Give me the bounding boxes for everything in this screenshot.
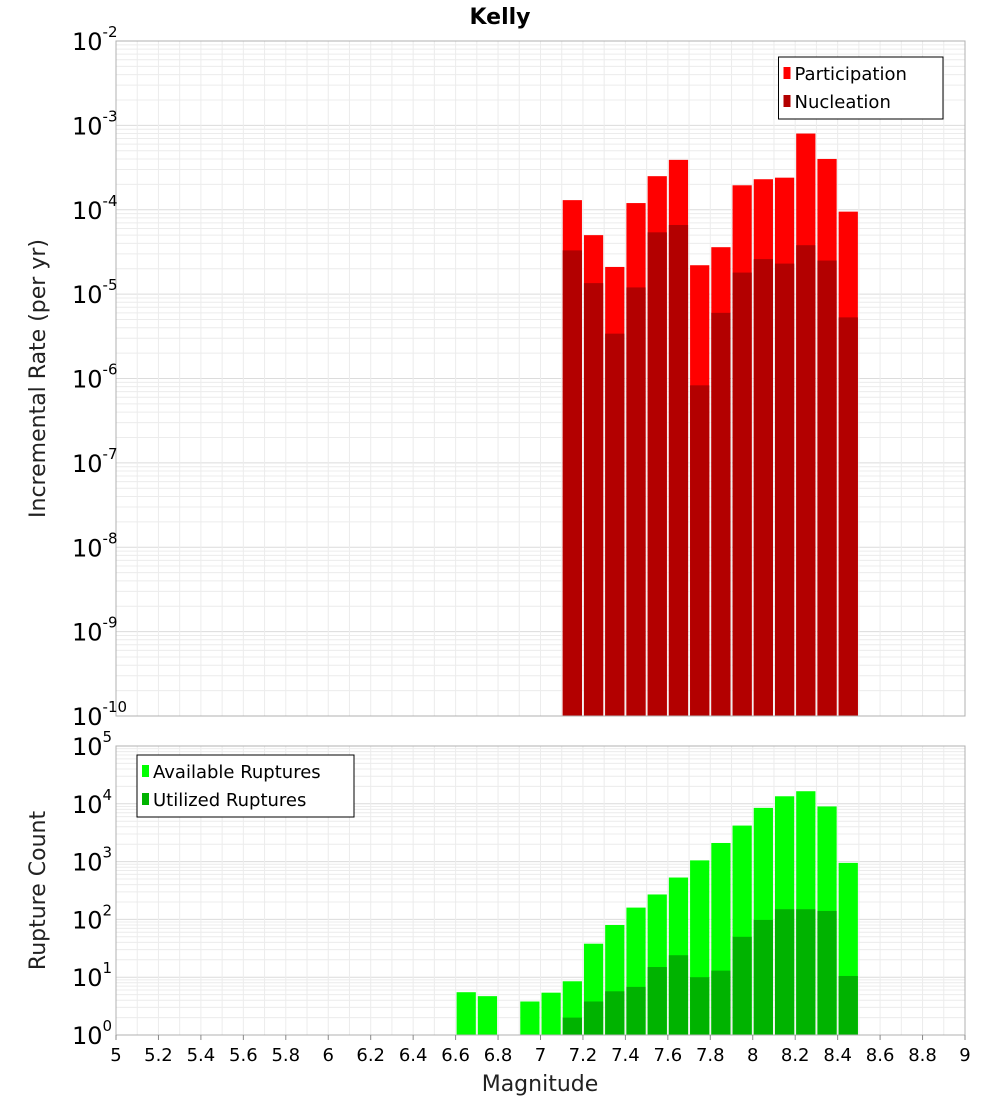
- x-tick-label: 5.4: [187, 1045, 216, 1066]
- count-bar: [583, 1001, 604, 1035]
- x-tick-label: 6: [323, 1045, 334, 1066]
- x-tick-label: 7: [535, 1045, 546, 1066]
- legend-label: Utilized Ruptures: [153, 790, 306, 811]
- count-bar: [647, 967, 667, 1035]
- rate-frame: [115, 40, 966, 717]
- rate-bar: [647, 232, 667, 716]
- count-bar: [541, 992, 561, 1035]
- y-tick-label: 10-3: [72, 107, 118, 140]
- x-tick-label: 5.2: [144, 1045, 173, 1066]
- rate-bar: [562, 250, 582, 717]
- rate-bar: [605, 333, 625, 716]
- rate-bar: [690, 385, 710, 716]
- rate-bar: [774, 263, 795, 716]
- rate-bar: [796, 245, 816, 717]
- count-bar: [753, 919, 773, 1035]
- y-tick-label: 10-10: [72, 698, 127, 731]
- legend-swatch: [142, 765, 149, 777]
- rate-bar: [753, 259, 773, 716]
- x-axis-ticks: 5 5.2 5.4 5.6 5.8 6 6.2 6.4 6.6 6.8 7 7.2 7.4 7.6 7.8 8…: [110, 1035, 971, 1066]
- rate-bar: [668, 224, 689, 716]
- y-tick-label: 101: [72, 959, 112, 992]
- x-axis-label: Magnitude: [482, 1072, 599, 1097]
- x-tick-label: 8: [747, 1045, 758, 1066]
- x-tick-label: 8.6: [866, 1045, 895, 1066]
- x-tick-label: 5: [110, 1045, 121, 1066]
- y-tick-label: 104: [72, 786, 112, 819]
- count-bar: [562, 1017, 582, 1035]
- rate-bar: [838, 317, 858, 716]
- legend-swatch: [783, 67, 791, 79]
- rate-y-axis-label: Incremental Rate (per yr): [26, 239, 51, 518]
- x-tick-label: 8.4: [823, 1045, 852, 1066]
- count-bar: [796, 909, 816, 1035]
- count-bar: [690, 977, 710, 1035]
- x-tick-label: 8.2: [781, 1045, 810, 1066]
- x-tick-label: 6.4: [399, 1045, 428, 1066]
- y-tick-label: 10-7: [72, 445, 118, 478]
- count-y-axis-label: Rupture Count: [26, 811, 51, 971]
- count-bar: [838, 975, 858, 1035]
- rate-bar: [583, 283, 604, 716]
- y-tick-label: 102: [72, 901, 112, 934]
- x-tick-label: 7.2: [569, 1045, 598, 1066]
- rate-bar: [817, 260, 837, 716]
- count-bar: [774, 909, 795, 1035]
- x-tick-label: 6.6: [441, 1045, 470, 1066]
- x-tick-label: 5.6: [229, 1045, 258, 1066]
- chart-title: Kelly: [469, 5, 530, 30]
- count-bar: [605, 991, 625, 1035]
- count-legend: Available Ruptures Utilized Ruptures: [136, 754, 355, 818]
- series-utilized-ruptures: [562, 909, 858, 1035]
- rate-grid: [115, 41, 966, 717]
- rate-bar: [711, 312, 731, 716]
- count-bar: [477, 996, 498, 1035]
- x-tick-label: 8.8: [908, 1045, 937, 1066]
- rate-legend: Participation Nucleation: [778, 56, 944, 120]
- y-tick-label: 10-6: [72, 361, 118, 394]
- x-tick-label: 7.6: [654, 1045, 683, 1066]
- x-tick-label: 9: [959, 1045, 970, 1066]
- y-tick-label: 10-2: [72, 23, 118, 56]
- y-tick-label: 100: [72, 1017, 112, 1050]
- y-tick-label: 10-8: [72, 529, 118, 562]
- rate-panel: 10-10 10-9 10-8 10-7 10-6 10-5 10-4 10-3 10-2 Inc…: [26, 23, 966, 731]
- y-tick-label: 10-9: [72, 614, 118, 647]
- y-tick-label: 10-4: [72, 192, 118, 225]
- count-bar: [668, 955, 689, 1035]
- x-tick-label: 7.4: [611, 1045, 640, 1066]
- x-tick-label: 6.8: [484, 1045, 513, 1066]
- rate-bar: [626, 287, 646, 716]
- rate-y-ticks: 10-10 10-9 10-8 10-7 10-6 10-5 10-4 10-3 10-2: [72, 23, 127, 731]
- x-tick-label: 7.8: [696, 1045, 725, 1066]
- legend-label: Participation: [795, 64, 907, 85]
- count-panel: 100 101 102 103 104 105 Rupture Count Available…: [26, 728, 966, 1050]
- y-tick-label: 103: [72, 844, 112, 877]
- count-bar: [711, 970, 731, 1035]
- count-bar: [520, 1001, 540, 1035]
- legend-swatch: [142, 793, 149, 805]
- x-tick-label: 6.2: [356, 1045, 385, 1066]
- count-bar: [456, 992, 476, 1035]
- count-bar: [732, 936, 752, 1035]
- count-bar: [626, 986, 646, 1035]
- y-tick-label: 10-5: [72, 276, 118, 309]
- series-nucleation: [562, 224, 858, 717]
- legend-label: Available Ruptures: [153, 762, 321, 783]
- legend-label: Nucleation: [795, 92, 891, 113]
- count-bar: [817, 910, 837, 1035]
- y-tick-label: 105: [72, 728, 112, 761]
- count-y-ticks: 100 101 102 103 104 105: [72, 728, 112, 1050]
- rate-bar: [732, 272, 752, 716]
- legend-swatch: [783, 95, 791, 107]
- x-tick-label: 5.8: [271, 1045, 300, 1066]
